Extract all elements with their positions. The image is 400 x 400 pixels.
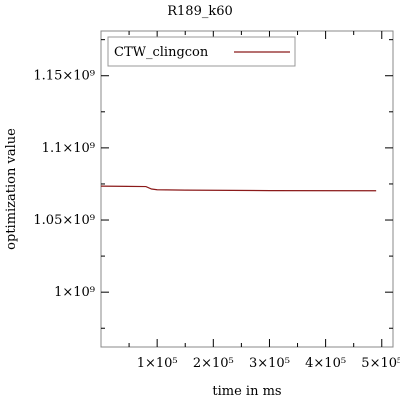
legend-label: CTW_clingcon <box>114 45 209 60</box>
x-tick-label: 3×10⁵ <box>249 356 290 371</box>
plot-frame <box>100 30 394 348</box>
y-tick-label: 1×10⁹ <box>54 285 95 300</box>
legend-box <box>107 36 296 67</box>
legend: CTW_clingcon <box>107 36 296 67</box>
y-tick-label: 1.1×10⁹ <box>42 141 95 156</box>
axis-tick-labels: 1×10⁵ 2×10⁵ 3×10⁵ 4×10⁵ 5×10⁵ 1×10⁹ 1.05×10⁹ 1.… <box>33 69 400 371</box>
x-tick-label: 1×10⁵ <box>137 356 178 371</box>
y-tick-label: 1.15×10⁹ <box>33 69 95 84</box>
y-tick-label: 1.05×10⁹ <box>33 213 95 228</box>
x-axis-label: time in ms <box>212 384 281 399</box>
y-axis-label: optimization value <box>4 128 19 250</box>
series-layer <box>100 185 377 192</box>
axis-ticks <box>101 31 393 347</box>
series-line-CTW_clingcon <box>100 185 377 192</box>
x-tick-label: 2×10⁵ <box>193 356 234 371</box>
x-tick-label: 5×10⁵ <box>361 356 400 371</box>
x-tick-label: 4×10⁵ <box>305 356 346 371</box>
chart-title: R189_k60 <box>167 4 233 19</box>
